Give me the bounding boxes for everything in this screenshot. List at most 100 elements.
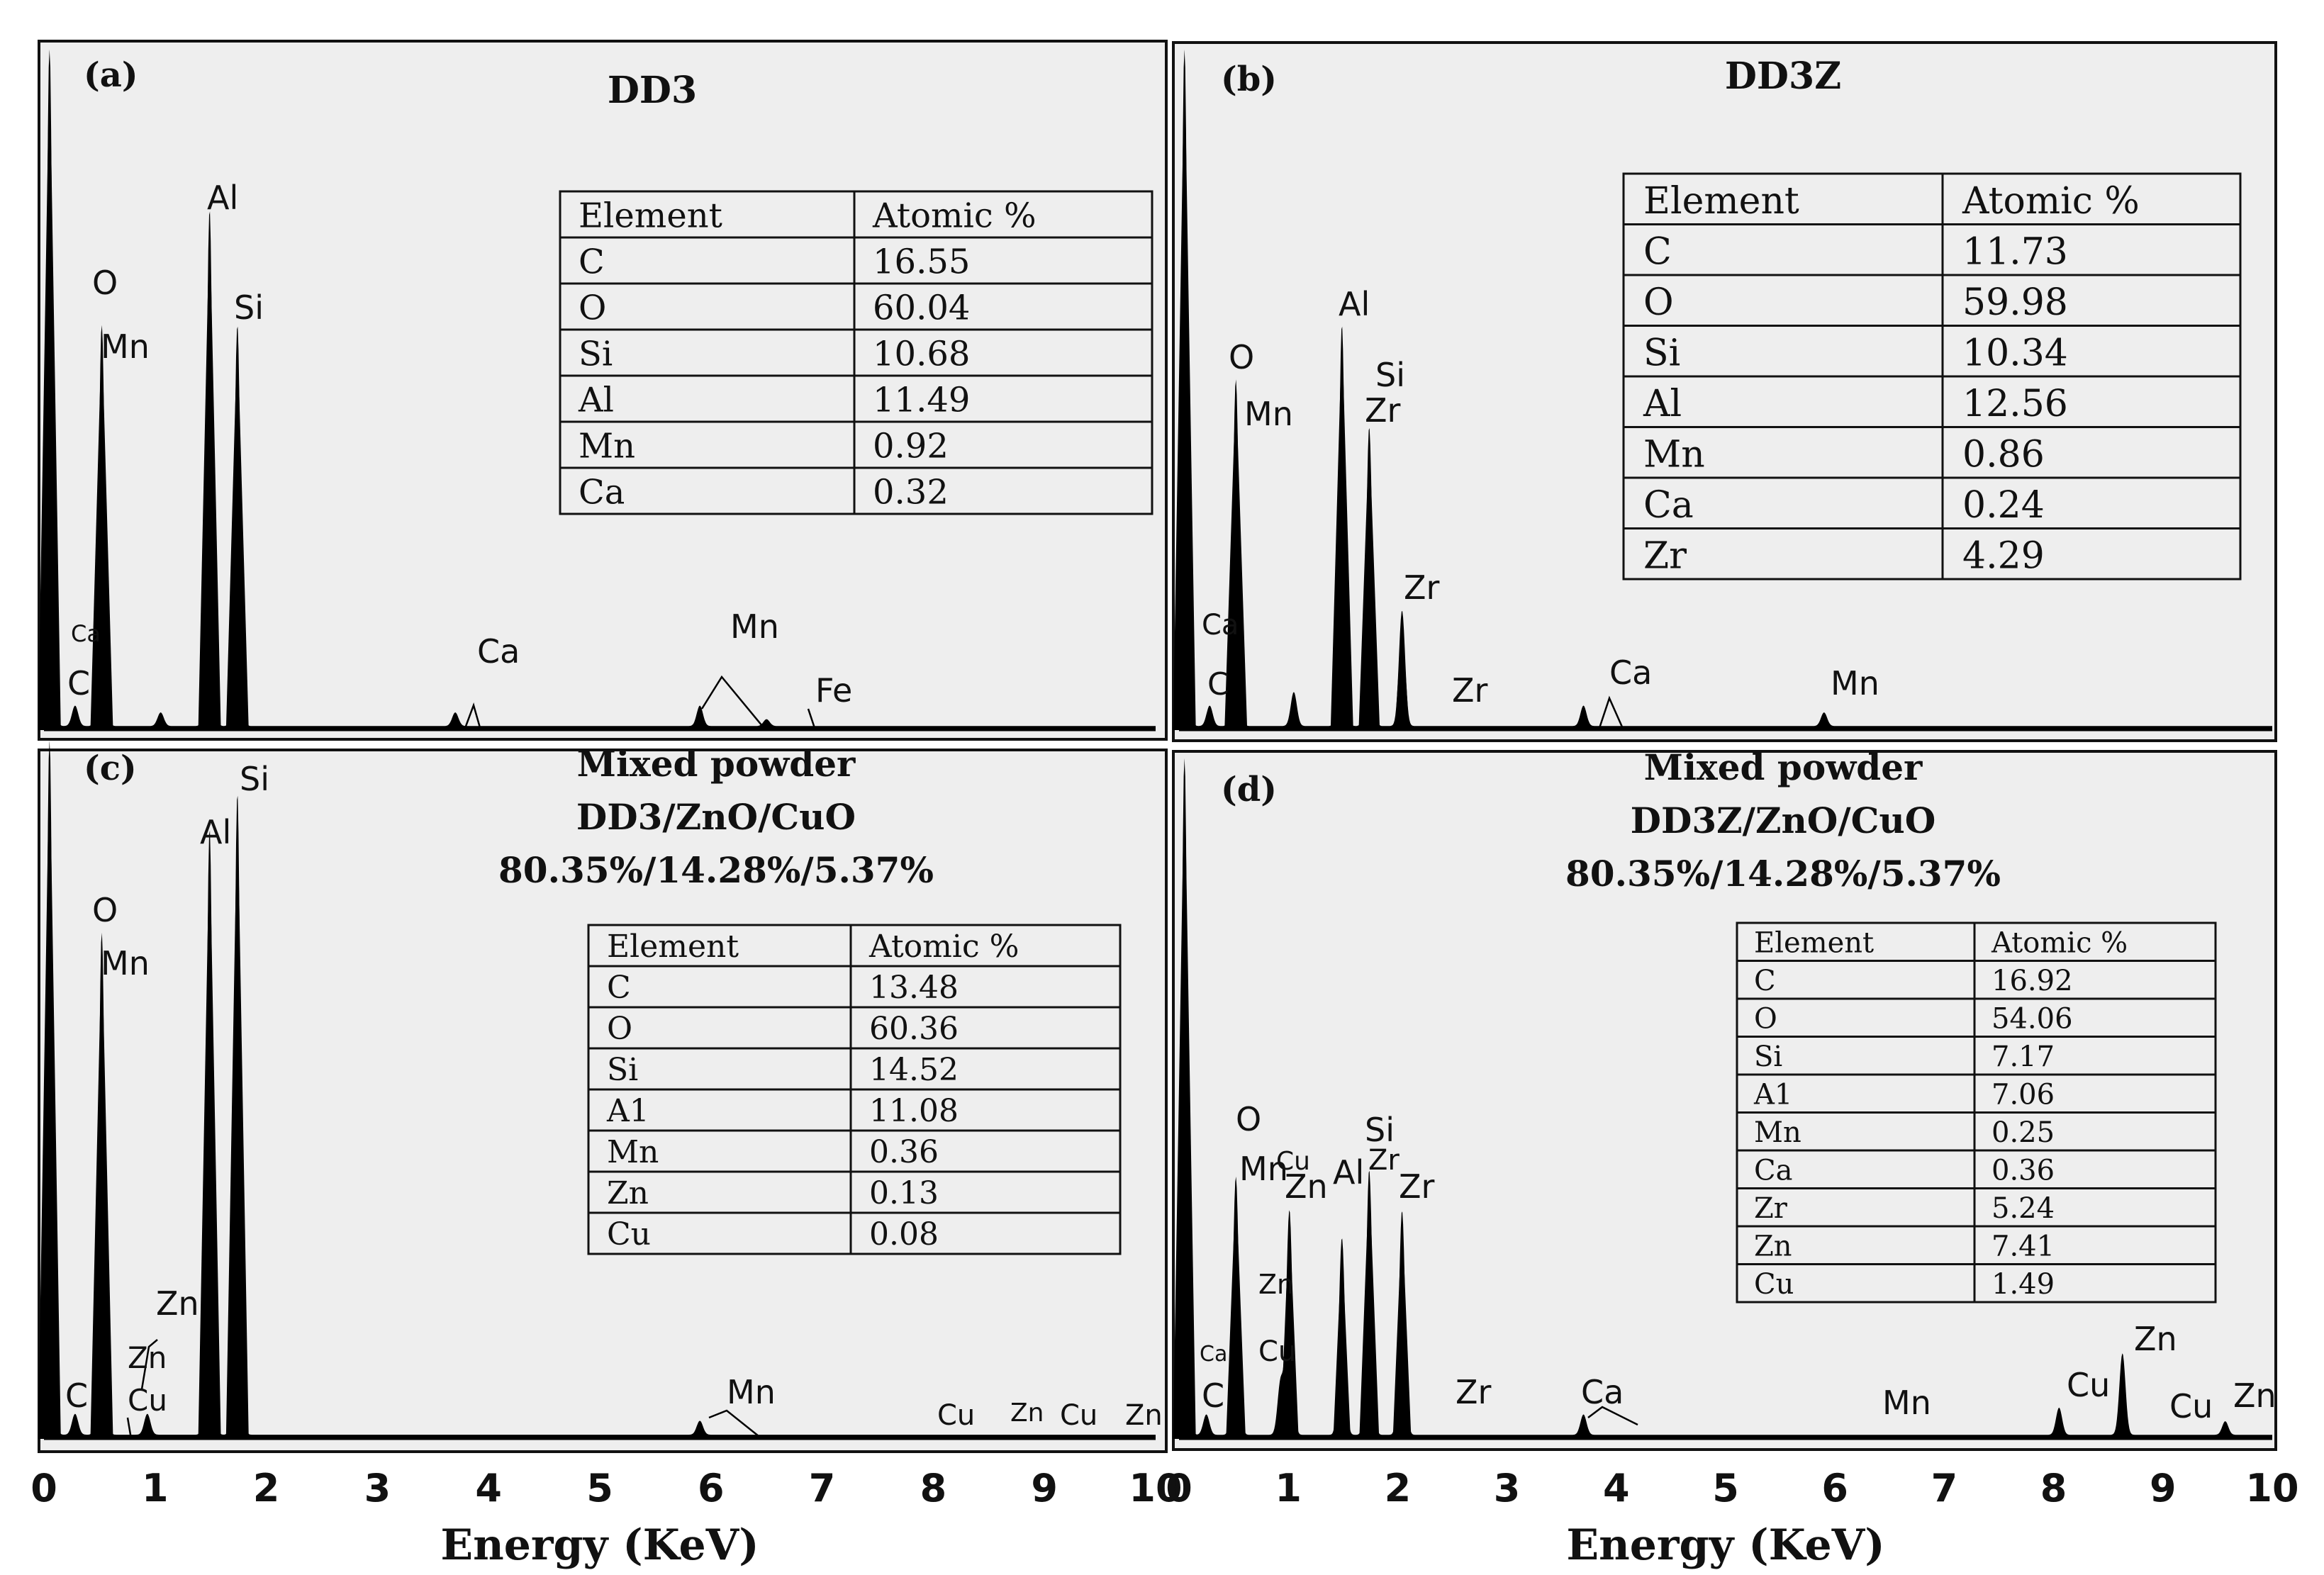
peak-label: Zr xyxy=(1365,391,1401,430)
peak-label: Si xyxy=(1365,1111,1395,1149)
peak-mark xyxy=(1224,383,1248,730)
peak-label: Mn xyxy=(730,607,779,646)
peak-mark xyxy=(69,710,81,730)
table-cell-value: 11.08 xyxy=(869,1093,959,1129)
table-cell-element: Cu xyxy=(607,1216,651,1252)
table-cell-value: 12.56 xyxy=(1962,383,2068,425)
composition-table: Element Atomic % C 16.55 O 60.04 Si 10.68 Al 11.4… xyxy=(559,190,1153,515)
table-cell-element: Si xyxy=(1754,1041,1782,1073)
table-cell-element: O xyxy=(607,1011,632,1047)
peak-label: Al xyxy=(1339,285,1370,323)
peak-label: Ca xyxy=(1609,654,1652,692)
panel-letter: (d) xyxy=(1221,770,1277,809)
eds-panel-0: O Mn Al Si Ca C Ca Mn Fe (a) DD3 Element Atomic % C 16… xyxy=(38,40,1168,741)
table-cell-element: Al xyxy=(1643,383,1682,425)
x-axis-label: Energy (KeV) xyxy=(440,1520,759,1570)
peak-mark xyxy=(1288,696,1300,730)
table-cell-element: C xyxy=(579,242,605,282)
table-cell-value: 0.36 xyxy=(1991,1155,2055,1187)
table-cell-value: 16.55 xyxy=(873,242,970,282)
peak-mark xyxy=(2053,1411,2065,1439)
x-tick-label: 1 xyxy=(142,1466,169,1510)
panel-subtitle: DD3Z/ZnO/CuO xyxy=(1631,800,1936,841)
peak-label: C xyxy=(65,1377,88,1415)
table-cell-element: Ca xyxy=(1643,484,1694,527)
peak-label: Zn xyxy=(128,1340,167,1375)
peak-mark xyxy=(1201,1418,1212,1439)
peak-mark xyxy=(1819,716,1830,730)
peak-label: O xyxy=(92,891,118,929)
peak-mark xyxy=(1359,1173,1380,1439)
panel-letter: (a) xyxy=(84,55,138,95)
x-tick-label: 0 xyxy=(1166,1466,1192,1510)
peak-label: C xyxy=(1202,1377,1224,1415)
peak-label: O xyxy=(1236,1100,1261,1138)
x-tick-label: 0 xyxy=(30,1466,57,1510)
table-cell-element: Zr xyxy=(1754,1192,1788,1225)
peak-mark xyxy=(1173,758,1196,1439)
peak-label: Mn xyxy=(1244,395,1293,433)
peak-label: Zr xyxy=(1452,671,1488,710)
peak-label: C xyxy=(67,664,90,702)
peak-mark xyxy=(2220,1425,2231,1439)
peak-label: Mn xyxy=(727,1373,776,1411)
table-cell-element: Mn xyxy=(1754,1116,1801,1149)
table-cell-value: 5.24 xyxy=(1991,1192,2055,1225)
table-cell-value: 0.36 xyxy=(869,1134,939,1170)
peak-label: Ca xyxy=(1200,1342,1227,1367)
peak-label: Cu xyxy=(1276,1147,1310,1176)
table-cell-element: O xyxy=(1754,1003,1777,1036)
table-header-cell: Element xyxy=(607,929,739,965)
table-cell-value: 13.48 xyxy=(869,970,959,1006)
peak-label: C xyxy=(1207,666,1229,702)
table-cell-value: 0.08 xyxy=(869,1216,939,1252)
table-header-cell: Atomic % xyxy=(1991,927,2128,960)
x-tick-label: 5 xyxy=(586,1466,613,1510)
peak-label: Zr xyxy=(1399,1167,1435,1206)
peak-mark xyxy=(142,1418,153,1439)
table-cell-element: C xyxy=(1643,230,1672,273)
peak-label: Ca xyxy=(1202,609,1239,641)
peak-mark xyxy=(1226,1180,1246,1439)
peak-mark xyxy=(1204,710,1215,730)
peak-mark xyxy=(69,1418,81,1439)
peak-mark xyxy=(90,328,113,731)
peak-label: Cu xyxy=(128,1383,167,1418)
peak-mark xyxy=(2116,1357,2129,1439)
peak-leader-line xyxy=(708,1409,763,1440)
peak-label: Mn xyxy=(1831,664,1879,702)
x-tick-label: 4 xyxy=(475,1466,502,1510)
peak-leader-line xyxy=(700,675,766,731)
peak-label: Zn xyxy=(156,1284,199,1323)
peak-mark xyxy=(38,741,61,1439)
table-cell-value: 0.32 xyxy=(873,473,949,512)
table-frame xyxy=(559,190,1153,515)
table-cell-value: 4.29 xyxy=(1962,534,2045,577)
panel-title: DD3 xyxy=(608,69,697,112)
peak-label: Mn xyxy=(101,944,150,982)
table-cell-value: 0.86 xyxy=(1962,433,2045,476)
peak-label: Al xyxy=(1333,1153,1364,1192)
panel-letter: (b) xyxy=(1221,60,1277,99)
table-cell-element: C xyxy=(1754,965,1776,997)
peak-mark xyxy=(1395,614,1409,730)
table-header-cell: Atomic % xyxy=(868,929,1019,965)
peak-label: Fe xyxy=(815,671,852,710)
peak-label: Zr xyxy=(1404,568,1440,607)
x-tick-label: 8 xyxy=(920,1466,947,1510)
peak-label: Zn xyxy=(1010,1399,1044,1428)
peak-leader-line xyxy=(807,708,817,731)
x-tick-label: 2 xyxy=(253,1466,280,1510)
peak-mark xyxy=(38,50,61,730)
peak-label: Mn xyxy=(101,327,150,366)
peak-label: Si xyxy=(240,760,269,798)
peak-mark xyxy=(694,710,705,730)
x-tick-label: 10 xyxy=(2245,1466,2298,1510)
panel-title: Mixed powder xyxy=(577,743,856,785)
peak-label: Mn xyxy=(1882,1384,1931,1422)
x-tick-label: 6 xyxy=(698,1466,725,1510)
table-cell-element: Mn xyxy=(579,427,635,466)
